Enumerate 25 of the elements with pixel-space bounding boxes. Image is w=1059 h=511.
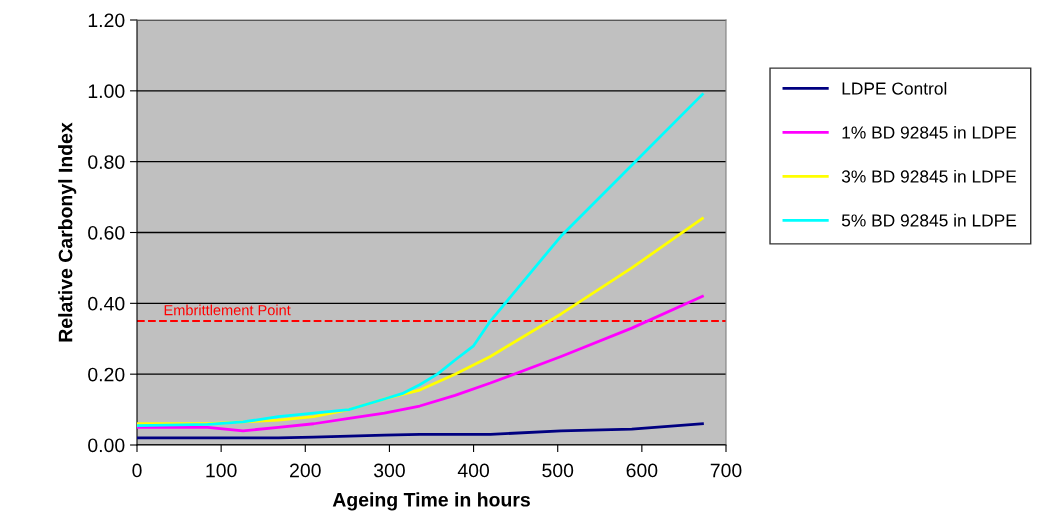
legend-label: 3% BD 92845 in LDPE [841,169,1017,183]
y-tick-label: 0.20 [88,367,125,382]
line-series [137,294,704,433]
y-tick-label: 0.60 [88,225,125,240]
x-tick-label: 500 [542,463,574,478]
y-axis-title: Relative Carbonyl Index [58,122,77,342]
y-tick-label: 0.00 [88,438,125,453]
x-tick-label: 600 [626,463,658,478]
x-tick-label: 400 [457,463,490,478]
legend-label: LDPE Control [842,81,947,95]
x-tick-label: 700 [710,463,742,478]
legend-label: 1% BD 92845 in LDPE [842,125,1017,139]
y-tick-label: 1.00 [88,84,125,99]
line-series [137,92,704,427]
y-tick-label: 1.20 [88,13,125,28]
ref-line-label: Embrittlement Point [164,304,291,316]
x-tick-label: 200 [290,463,321,478]
y-tick-label: 0.80 [88,155,125,169]
y-tick-label: 0.40 [88,296,125,311]
line-series [137,422,704,440]
legend-label: 5% BD 92845 in LDPE [841,213,1017,227]
x-tick-label: 0 [132,463,142,478]
x-axis-title: Ageing Time in hours [332,492,530,511]
x-tick-label: 300 [373,463,405,478]
x-tick-label: 100 [206,463,237,478]
